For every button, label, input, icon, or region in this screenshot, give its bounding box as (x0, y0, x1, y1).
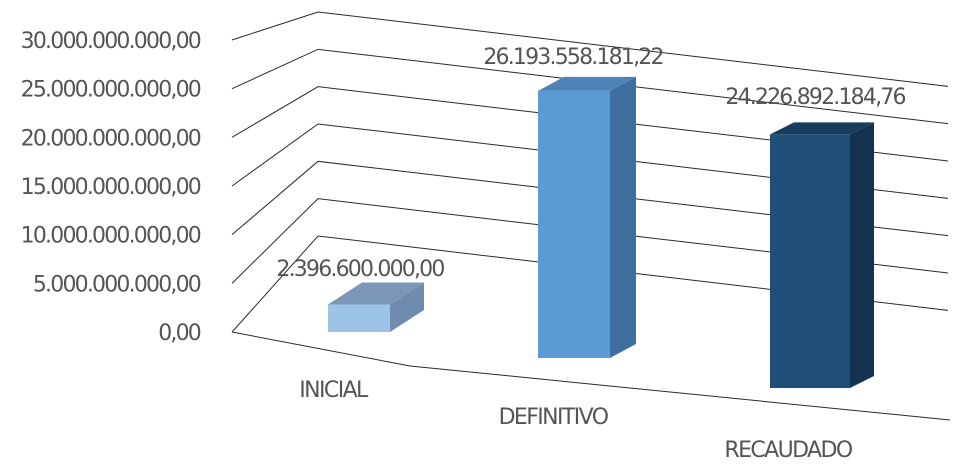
gridline (231, 123, 949, 199)
gridline (231, 11, 949, 87)
bar-side-face (850, 122, 874, 388)
gridline (231, 48, 949, 125)
bar-side-face (610, 76, 636, 358)
category-labels: INICIAL DEFINITIVO RECAUDADO (299, 378, 854, 463)
gridline (231, 235, 949, 333)
bar-top-face (770, 122, 874, 135)
y-tick-label: 15.000.000.000,00 (21, 175, 201, 200)
y-tick-label: 20.000.000.000,00 (21, 126, 201, 151)
category-label: RECAUDADO (724, 438, 852, 463)
bar-top-face (328, 282, 424, 305)
category-label: DEFINITIVO (499, 405, 609, 430)
bar-top-face (538, 76, 636, 91)
y-tick-label: 5.000.000.000,00 (33, 272, 201, 297)
bar-front-face (328, 304, 390, 332)
y-tick-label: 25.000.000.000,00 (21, 78, 201, 103)
gridline (231, 160, 949, 237)
bar-front-face (770, 134, 850, 388)
floor-edge (231, 331, 951, 421)
y-tick-label: 10.000.000.000,00 (21, 224, 201, 249)
data-label: 26.193.558.181,22 (483, 45, 662, 70)
gridline (231, 86, 949, 162)
bar-side-face (390, 282, 424, 332)
y-axis-tick-labels: 0,00 5.000.000.000,00 10.000.000.000,00 15.… (21, 29, 203, 346)
bar-recaudado (770, 122, 874, 388)
y-tick-label: 0,00 (158, 321, 201, 346)
bar-definitivo (538, 76, 636, 358)
bar-inicial (328, 282, 424, 332)
data-label: 2.396.600.000,00 (276, 257, 444, 282)
gridlines (231, 11, 951, 421)
category-label: INICIAL (299, 378, 369, 403)
data-label: 24.226.892.184,76 (725, 85, 905, 110)
y-tick-label: 30.000.000.000,00 (21, 29, 201, 54)
gridline (231, 198, 949, 284)
bar-front-face (538, 90, 610, 358)
bars (328, 76, 874, 388)
data-labels: 2.396.600.000,00 26.193.558.181,22 24.226.… (276, 45, 907, 282)
